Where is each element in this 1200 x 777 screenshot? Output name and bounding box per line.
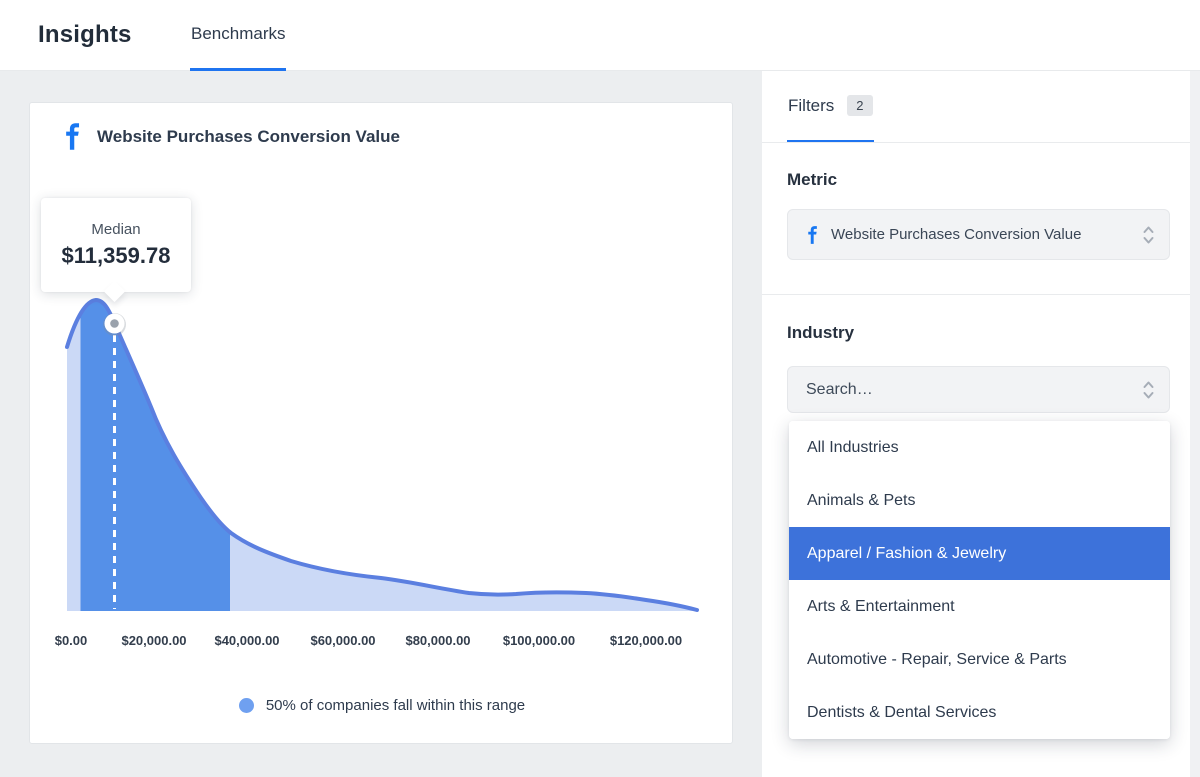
metric-select[interactable]: Website Purchases Conversion Value xyxy=(787,209,1170,260)
benchmark-chart-card: Website Purchases Conversion Value Media… xyxy=(29,102,733,744)
filters-tab-label: Filters xyxy=(788,95,835,115)
panel-divider xyxy=(762,294,1200,295)
metric-select-value: Website Purchases Conversion Value xyxy=(831,226,1082,243)
scrollbar[interactable] xyxy=(1190,71,1200,777)
x-tick-1: $20,000.00 xyxy=(121,633,187,648)
tooltip-label: Median xyxy=(91,221,141,238)
main-area: Website Purchases Conversion Value Media… xyxy=(0,71,1200,777)
chart-legend: 50% of companies fall within this range xyxy=(30,697,734,714)
filters-count-badge: 2 xyxy=(847,95,873,116)
filters-panel: Filters 2 Metric Website Purchases Conve… xyxy=(762,71,1200,777)
industry-search-input[interactable] xyxy=(806,380,1142,399)
legend-text: 50% of companies fall within this range xyxy=(265,697,526,714)
dropdown-option-dentists[interactable]: Dentists & Dental Services xyxy=(789,686,1170,739)
x-tick-5: $100,000.00 xyxy=(502,633,576,648)
dropdown-option-animals-pets[interactable]: Animals & Pets xyxy=(789,474,1170,527)
chart-title: Website Purchases Conversion Value xyxy=(97,126,400,146)
x-tick-4: $80,000.00 xyxy=(405,633,471,648)
top-header: Insights Benchmarks xyxy=(0,0,1200,71)
dropdown-option-apparel-fashion-jewelry[interactable]: Apparel / Fashion & Jewelry xyxy=(789,527,1170,580)
dropdown-option-automotive[interactable]: Automotive - Repair, Service & Parts xyxy=(789,633,1170,686)
dropdown-option-all-industries[interactable]: All Industries xyxy=(789,421,1170,474)
page-title: Insights xyxy=(38,21,132,48)
chart-title-row: Website Purchases Conversion Value xyxy=(63,123,400,150)
x-axis: $0.00 $20,000.00 $40,000.00 $60,000.00 $… xyxy=(30,633,734,653)
x-tick-2: $40,000.00 xyxy=(214,633,280,648)
tooltip-value: $11,359.78 xyxy=(61,243,171,268)
dropdown-option-arts-entertainment[interactable]: Arts & Entertainment xyxy=(789,580,1170,633)
tab-filters[interactable]: Filters 2 xyxy=(787,71,874,143)
iqr-highlight-band xyxy=(80,300,230,611)
x-tick-0: $0.00 xyxy=(54,633,88,648)
x-tick-3: $60,000.00 xyxy=(310,633,376,648)
median-tooltip: Median $11,359.78 xyxy=(41,198,191,303)
industry-search-select[interactable] xyxy=(787,366,1170,413)
panel-divider xyxy=(762,142,1200,143)
chevron-updown-icon xyxy=(1143,381,1154,398)
median-marker-dot xyxy=(110,319,119,328)
facebook-icon xyxy=(808,225,817,244)
facebook-icon xyxy=(66,123,80,150)
legend-dot-icon xyxy=(238,698,254,713)
distribution-chart xyxy=(65,297,699,612)
metric-section-heading: Metric xyxy=(787,170,838,189)
tab-benchmarks[interactable]: Benchmarks xyxy=(190,0,287,71)
industry-dropdown: All Industries Animals & Pets Apparel / … xyxy=(789,421,1170,739)
tab-benchmarks-label: Benchmarks xyxy=(191,24,286,43)
x-tick-6: $120,000.00 xyxy=(609,633,683,648)
industry-section-heading: Industry xyxy=(787,323,855,342)
chevron-updown-icon xyxy=(1143,226,1154,243)
